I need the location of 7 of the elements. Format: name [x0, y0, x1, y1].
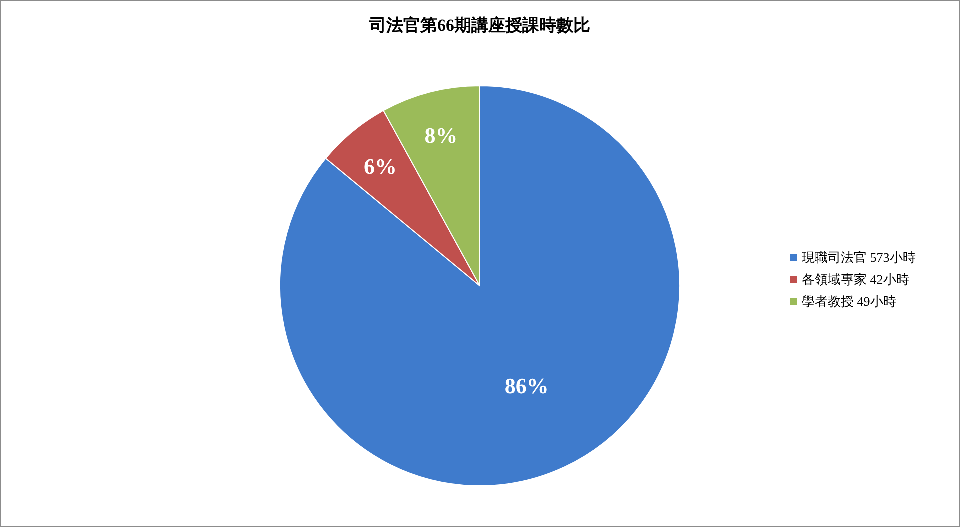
data-label: 86% [504, 374, 549, 399]
chart-title: 司法官第66期講座授課時數比 [368, 16, 590, 35]
legend-label: 現職司法官 573小時 [802, 250, 916, 265]
legend-label: 學者教授 49小時 [802, 294, 896, 309]
legend-label: 各領域專家 42小時 [802, 272, 910, 287]
data-label: 6% [364, 154, 398, 179]
data-label: 8% [424, 122, 458, 148]
